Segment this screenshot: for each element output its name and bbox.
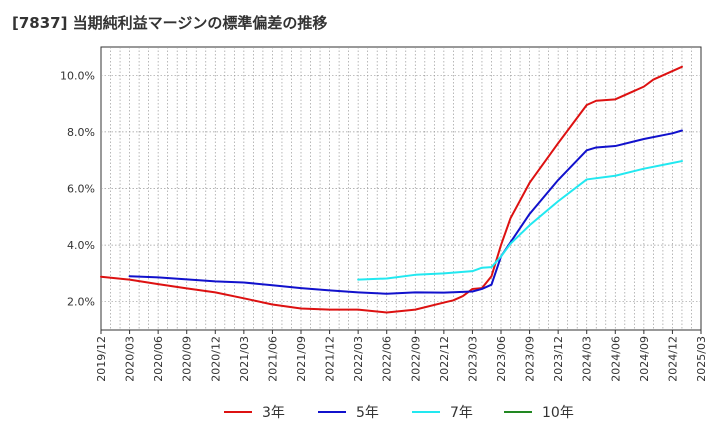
- legend-label-3y: 3年: [262, 405, 285, 421]
- x-tick-label: 2021/09: [295, 336, 308, 382]
- x-tick-label: 2023/12: [552, 336, 565, 382]
- x-tick-label: 2019/12: [95, 336, 108, 382]
- legend-swatch-7y: [412, 411, 440, 413]
- x-tick-label: 2021/06: [266, 336, 279, 382]
- x-tick-label: 2024/03: [581, 336, 594, 382]
- legend-label-10y: 10年: [542, 405, 574, 421]
- x-tick-label: 2024/06: [609, 336, 622, 382]
- legend-item-7y: 7年: [412, 402, 473, 422]
- x-tick-label: 2022/06: [381, 336, 394, 382]
- x-tick-label: 2021/03: [238, 336, 251, 382]
- chart-title: [7837] 当期純利益マージンの標準偏差の推移: [12, 14, 328, 32]
- legend-swatch-3y: [224, 411, 252, 413]
- y-tick-label: 8.0%: [67, 126, 95, 139]
- x-tick-label: 2022/12: [438, 336, 451, 382]
- x-tick-label: 2022/09: [409, 336, 422, 382]
- x-tick-label: 2023/06: [495, 336, 508, 382]
- x-tick-label: 2024/09: [638, 336, 651, 382]
- x-tick-label: 2020/09: [181, 336, 194, 382]
- x-tick-label: 2021/12: [324, 336, 337, 382]
- series-line-0: [100, 65, 683, 314]
- x-tick-label: 2023/03: [466, 336, 479, 382]
- x-tick-label: 2024/12: [666, 336, 679, 382]
- legend-swatch-10y: [504, 411, 532, 413]
- series-line-1: [128, 129, 683, 295]
- y-tick-label: 4.0%: [67, 239, 95, 252]
- legend-item-10y: 10年: [504, 402, 574, 422]
- x-tick-label: 2020/12: [209, 336, 222, 382]
- legend-label-7y: 7年: [450, 405, 473, 421]
- x-tick-label: 2025/03: [695, 336, 708, 382]
- legend-label-5y: 5年: [356, 405, 379, 421]
- x-tick-label: 2023/09: [524, 336, 537, 382]
- grid-lines: [101, 47, 701, 330]
- series-lines: [100, 65, 683, 314]
- y-tick-label: 6.0%: [67, 183, 95, 196]
- series-line-2: [357, 160, 683, 281]
- x-axis: 2019/12 2020/03 2020/06 2020/09 2020/12 2021/…: [95, 330, 708, 382]
- y-tick-label: 10.0%: [60, 69, 95, 82]
- legend-swatch-5y: [318, 411, 346, 413]
- x-tick-label: 2020/06: [152, 336, 165, 382]
- legend-item-3y: 3年: [224, 402, 285, 422]
- plot-area-border: [100, 46, 702, 331]
- legend-item-5y: 5年: [318, 402, 379, 422]
- y-axis: 2.0% 4.0% 6.0% 8.0% 10.0%: [60, 69, 95, 308]
- x-tick-label: 2020/03: [124, 336, 137, 382]
- x-tick-label: 2022/03: [352, 336, 365, 382]
- y-tick-label: 2.0%: [67, 296, 95, 309]
- legend: 3年 5年 7年 10年: [0, 402, 720, 428]
